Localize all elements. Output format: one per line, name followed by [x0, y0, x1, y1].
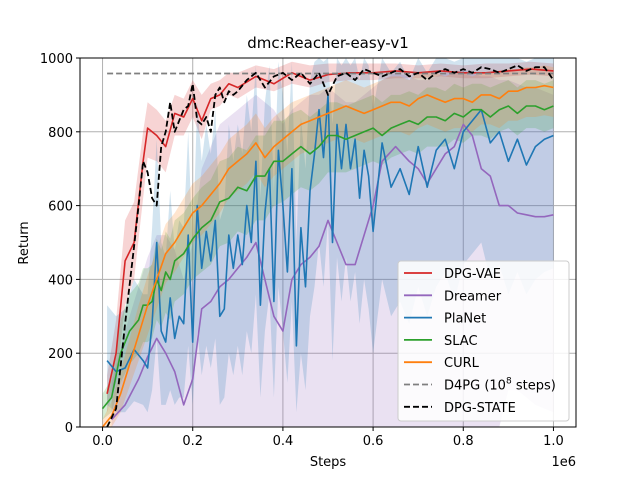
x-tick-label: 0.6 [363, 434, 384, 449]
legend-label-slac: SLAC [444, 334, 478, 349]
x-tick-label: 0.0 [92, 434, 113, 449]
y-tick-label: 800 [48, 126, 73, 141]
legend-label-curl: CURL [444, 356, 480, 371]
series-lines [101, 64, 555, 427]
x-tick-label: 1.0 [543, 434, 564, 449]
curl-band [102, 65, 554, 427]
legend-label-planet: PlaNet [444, 312, 486, 327]
slac-line [101, 105, 554, 410]
legend: DPG-VAE Dreamer PlaNet SLAC CURL D4PG (108 st… [397, 260, 570, 422]
x-tick-label: 0.8 [453, 434, 474, 449]
y-tick-label: 600 [48, 200, 73, 215]
legend-label-d4pg-10-8-steps: D4PG (108 steps) [444, 377, 556, 394]
x-axis-offset-label: 1e6 [551, 455, 576, 470]
legend-label-dpg-vae: DPG-VAE [444, 267, 501, 282]
legend-box [397, 260, 570, 422]
y-tick-label: 1000 [40, 52, 73, 67]
axis-ticks: 0.0 0.2 0.4 0.6 0.8 1.0 0 200 400 600 800 1000 [40, 52, 564, 449]
y-axis-title: Return [17, 221, 32, 264]
y-tick-label: 400 [48, 273, 73, 288]
curl-line [101, 84, 554, 427]
x-axis-title: Steps [310, 455, 347, 470]
planet-band [107, 58, 554, 413]
grid [80, 57, 576, 428]
legend-label-dpg-state: DPG-STATE [444, 401, 516, 416]
dpg-vae-line [106, 68, 554, 394]
chart-title: dmc:Reacher-easy-v1 [247, 34, 408, 52]
y-tick-label: 200 [48, 347, 73, 362]
legend-label-dreamer: Dreamer [444, 289, 502, 304]
plot-frame [79, 57, 577, 428]
planet-line [106, 94, 554, 373]
slac-band [102, 80, 554, 420]
x-tick-label: 0.2 [182, 434, 203, 449]
dpg-state-line [106, 64, 555, 427]
x-tick-label: 0.4 [273, 434, 294, 449]
y-tick-label: 0 [65, 421, 73, 436]
